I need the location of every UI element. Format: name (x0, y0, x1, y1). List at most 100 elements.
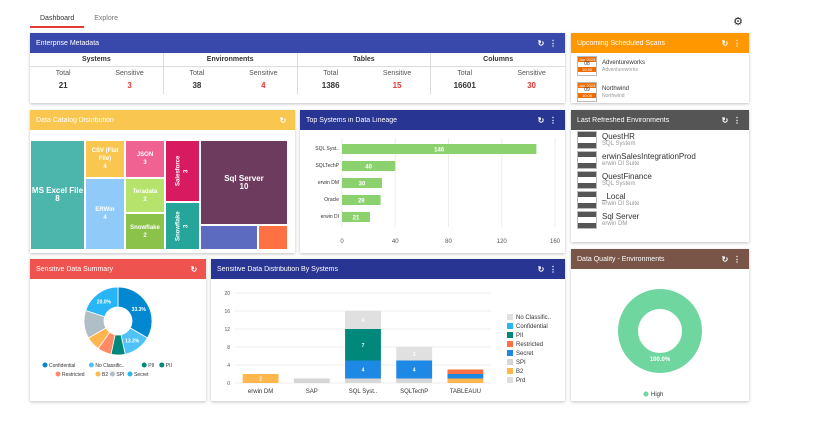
refreshed-item[interactable]: QuestFinance SQL System (571, 170, 749, 190)
sensitive-summary-panel: Sensitive Data Summary ↻ 33.3% 13.3% 20.0%… (30, 259, 206, 401)
bar-segment[interactable] (447, 378, 484, 384)
lineage-chart: 0 40 80 120 160 SQL Syst.. 146 SQLTechP 40 erwin … (315, 138, 561, 245)
pie-slice[interactable] (85, 286, 119, 318)
bar[interactable] (342, 144, 537, 154)
bar[interactable] (342, 178, 382, 188)
treemap: MS Excel File 8 CSV (Flat File) 4 JSON 3 Sales… (30, 140, 295, 253)
treemap-cell[interactable]: CSV (Flat File) 4 (85, 140, 125, 178)
scan-item[interactable]: Jun 2023 09 10:00 Northwind Northwind (571, 79, 749, 103)
env-name: _Local (602, 192, 626, 201)
panel-header: Top Systems in Data Lineage ↻ ⋮ (300, 110, 565, 130)
refresh-icon[interactable]: ↻ (721, 254, 729, 264)
cell-value: 3 (183, 169, 190, 173)
data-quality-panel: Data Quality - Environments ↻ ⋮ 100.0% Hi… (571, 249, 749, 401)
total-label: Total (457, 70, 473, 77)
calendar-icon (577, 131, 597, 149)
env-name: Sql Server (602, 212, 640, 221)
legend-marker (643, 391, 649, 397)
gear-icon[interactable]: ⚙ (733, 16, 743, 28)
more-icon[interactable]: ⋮ (733, 115, 741, 125)
refreshed-item[interactable]: erwinSalesIntegrationProd erwin DI Suite (571, 150, 749, 170)
lineage-panel: Top Systems in Data Lineage ↻ ⋮ 0 40 80 120… (300, 110, 565, 253)
refresh-icon[interactable]: ↻ (721, 115, 729, 125)
treemap-cell[interactable]: Sql Server 10 (200, 140, 288, 225)
cell-value: 4 (103, 164, 107, 170)
bar-segment[interactable] (293, 378, 330, 384)
calendar-icon (577, 211, 597, 229)
calendar-time (578, 203, 596, 208)
bar-segment[interactable] (396, 360, 433, 379)
refreshed-item[interactable]: Sql Server erwin DM (571, 210, 749, 230)
category-label: SQL Syst.. (349, 389, 378, 395)
legend-marker (507, 341, 513, 347)
category-label: SQL Syst.. (315, 146, 339, 152)
more-icon[interactable]: ⋮ (733, 38, 741, 48)
bar-segment[interactable] (345, 311, 381, 329)
cell-value: 4 (103, 215, 107, 221)
refresh-icon[interactable]: ↻ (537, 38, 545, 48)
legend-label: Restricted (516, 342, 543, 348)
bar-segment[interactable] (242, 374, 279, 383)
treemap-cell[interactable]: Snowflake 3 (165, 202, 200, 250)
treemap-cell[interactable]: JSON 3 (125, 140, 165, 178)
more-icon[interactable]: ⋮ (549, 264, 557, 274)
bar-segment[interactable] (345, 378, 381, 384)
more-icon[interactable]: ⋮ (549, 115, 557, 125)
env-system: erwin DM (602, 221, 628, 227)
more-icon[interactable]: ⋮ (549, 38, 557, 48)
total-value: 1386 (321, 81, 340, 90)
pie-slice[interactable] (117, 286, 153, 339)
bar-segment[interactable] (396, 347, 433, 361)
cell-value: 10 (239, 181, 249, 191)
slice-label: 20.0% (97, 300, 112, 306)
bar-segment[interactable] (396, 378, 433, 384)
calendar-time (578, 143, 596, 148)
tab-dashboard[interactable]: Dashboard (30, 12, 85, 28)
tab-explore[interactable]: Explore (94, 15, 118, 22)
distribution-panel: Sensitive Data Distribution By Systems ↻… (211, 259, 565, 401)
panel-title: Data Catalog Distribution (36, 116, 114, 124)
refreshed-item[interactable]: QuestHR SQL System (571, 130, 749, 150)
legend-marker (159, 362, 165, 368)
calendar-month (578, 152, 596, 157)
metadata-group: Tables Total Sensitive 1386 15 (297, 53, 432, 94)
category-label: TABLEAUU (450, 389, 481, 395)
panel-title: Last Refreshed Environments (577, 116, 670, 124)
more-icon[interactable]: ⋮ (733, 254, 741, 264)
treemap-cell[interactable] (200, 225, 258, 250)
bar[interactable] (342, 212, 370, 222)
legend-marker (507, 332, 513, 338)
legend-marker (95, 371, 101, 377)
bar-segment[interactable] (447, 369, 484, 375)
cell-value: 2 (143, 232, 147, 239)
pie-slice[interactable] (618, 289, 702, 373)
distribution-chart: 0 4 8 12 16 20 2 erwin DM SAP 4 7 4 SQL Syst.. 4 3 SQLT… (224, 291, 551, 395)
refresh-icon[interactable]: ↻ (537, 264, 545, 274)
cell-label: MS Excel File (31, 186, 84, 195)
sensitive-value: 30 (527, 81, 537, 90)
env-name: QuestFinance (602, 172, 652, 181)
calendar-month (578, 212, 596, 217)
treemap-cell[interactable] (258, 225, 288, 250)
treemap-cell[interactable]: Teradata 2 (125, 178, 165, 213)
treemap-cell[interactable]: Salesforce 3 (165, 140, 200, 202)
scan-item[interactable]: Jun 2023 08 10:30 Adventureworks Adventu… (571, 53, 749, 79)
segment-label: 2 (259, 377, 262, 383)
metadata-group: Systems Total Sensitive 21 3 (30, 53, 164, 94)
bar-segment[interactable] (345, 360, 381, 379)
refresh-icon[interactable]: ↻ (190, 264, 198, 274)
refresh-icon[interactable]: ↻ (721, 38, 729, 48)
treemap-cell[interactable]: MS Excel File 8 (30, 140, 85, 250)
refresh-icon[interactable]: ↻ (279, 115, 287, 125)
refresh-icon[interactable]: ↻ (537, 115, 545, 125)
treemap-cell[interactable]: Snowflake 2 (125, 213, 165, 250)
x-tick-label: 40 (392, 239, 399, 245)
panel-header: Last Refreshed Environments ↻ ⋮ (571, 110, 749, 130)
refreshed-item[interactable]: _Local erwin DI Suite (571, 190, 749, 210)
bar[interactable] (342, 161, 396, 171)
bar-segment[interactable] (447, 374, 484, 379)
bar[interactable] (342, 195, 381, 205)
calendar-icon: Jun 2023 09 10:00 (577, 82, 597, 102)
treemap-cell[interactable]: ERWin 4 (85, 178, 125, 250)
bar-segment[interactable] (345, 329, 381, 361)
